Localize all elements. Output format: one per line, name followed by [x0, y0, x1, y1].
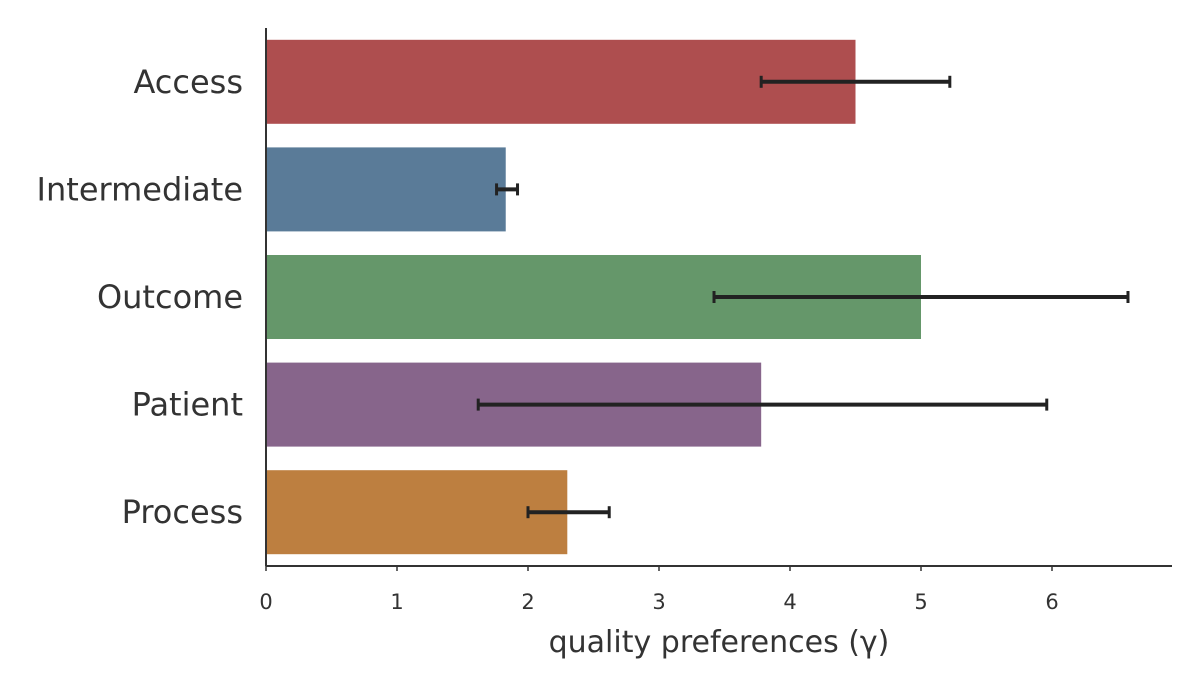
- category-label-outcome: Outcome: [97, 278, 243, 316]
- error-bars-group: [476, 75, 1130, 519]
- x-ticks: 0 1 2 3 4 5 6: [259, 566, 1059, 614]
- x-tick-label-1: 1: [390, 590, 403, 614]
- x-tick-label-2: 2: [521, 590, 534, 614]
- bar-process: [266, 470, 568, 555]
- x-tick-label-5: 5: [914, 590, 927, 614]
- bar-access: [266, 39, 856, 124]
- category-label-patient: Patient: [132, 386, 243, 424]
- bar-intermediate: [266, 147, 506, 232]
- x-tick-label-6: 6: [1045, 590, 1058, 614]
- x-tick-label-4: 4: [783, 590, 796, 614]
- x-tick-label-3: 3: [652, 590, 665, 614]
- category-label-access: Access: [133, 63, 243, 101]
- category-labels: Access Intermediate Outcome Patient Process: [37, 63, 243, 531]
- x-tick-label-0: 0: [259, 590, 272, 614]
- x-axis-title: quality preferences (γ): [549, 625, 890, 660]
- category-label-process: Process: [122, 493, 243, 531]
- category-label-intermediate: Intermediate: [37, 170, 243, 208]
